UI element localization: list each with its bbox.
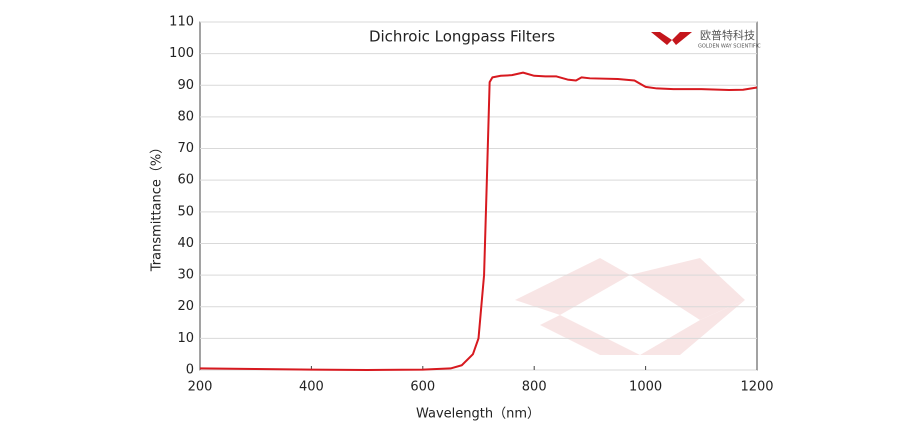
y-tick-label: 30 — [177, 268, 194, 283]
logo: 欧普特科技 GOLDEN WAY SCIENTIFIC — [651, 28, 761, 50]
y-tick-label: 80 — [177, 109, 194, 124]
x-tick-label: 1000 — [629, 380, 662, 395]
y-tick-label: 60 — [177, 173, 194, 188]
y-tick-label: 0 — [186, 363, 194, 378]
y-tick-label: 40 — [177, 236, 194, 251]
x-tick-label: 400 — [299, 380, 324, 395]
watermark — [515, 258, 745, 355]
x-tick-label: 200 — [188, 380, 213, 395]
data-line — [199, 71, 758, 371]
y-tick-label: 100 — [169, 46, 194, 61]
y-tick-label: 20 — [177, 299, 194, 314]
x-axis-label: Wavelength（nm） — [416, 407, 540, 422]
y-tick-label: 90 — [177, 78, 194, 93]
y-tick-label: 10 — [177, 331, 194, 346]
logo-tagline: GOLDEN WAY SCIENTIFIC — [698, 44, 761, 50]
x-tick-label: 600 — [410, 380, 435, 395]
y-axis-label: Transmittance（%） — [150, 141, 165, 273]
y-tick-label: 110 — [169, 15, 194, 30]
y-tick-label: 50 — [177, 204, 194, 219]
x-tick-label: 1200 — [740, 380, 773, 395]
plot-frame — [199, 21, 758, 371]
x-tick-label: 800 — [522, 380, 547, 395]
y-tick-label: 70 — [177, 141, 194, 156]
chart-title: Dichroic Longpass Filters — [369, 28, 555, 46]
logo-name: 欧普特科技 — [700, 28, 755, 42]
